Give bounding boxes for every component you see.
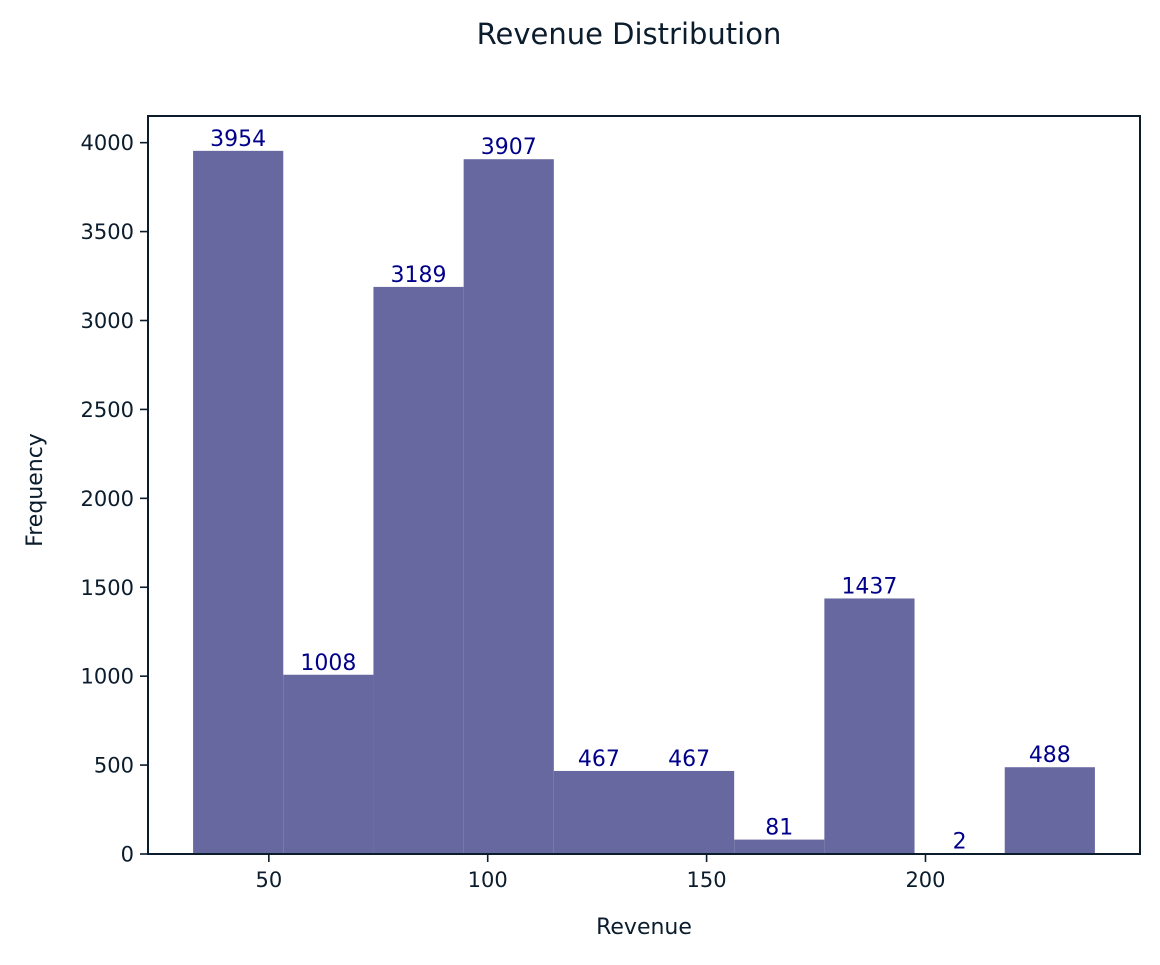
y-tick-label: 3000 [81, 309, 134, 333]
histogram-bar [283, 675, 373, 854]
y-axis: 0 500 1000 1500 2000 2500 3000 3500 4000 [81, 131, 148, 866]
bar-value-label: 467 [668, 747, 710, 772]
y-tick-label: 2000 [81, 487, 134, 511]
bar-value-label: 3954 [210, 127, 266, 152]
x-axis: 50 100 150 200 [255, 854, 945, 892]
y-axis-label: Frequency [23, 433, 48, 547]
bar-value-label: 3907 [481, 135, 537, 160]
bar-value-label: 488 [1029, 743, 1071, 768]
histogram-bar [193, 151, 283, 854]
x-tick-label: 200 [905, 868, 945, 892]
x-tick-label: 100 [468, 868, 508, 892]
histogram-bar [464, 159, 554, 854]
x-axis-label: Revenue [596, 915, 692, 940]
histogram-bar [554, 771, 644, 854]
histogram-bar [1005, 767, 1095, 854]
y-tick-label: 0 [121, 843, 134, 867]
plot-area: 3954 1008 3189 3907 467 467 81 1437 2 488 [193, 127, 1095, 855]
histogram-bar [824, 598, 914, 854]
chart-title: Revenue Distribution [477, 17, 782, 51]
y-tick-label: 2500 [81, 398, 134, 422]
y-tick-label: 3500 [81, 220, 134, 244]
histogram-bar [734, 840, 824, 854]
x-tick-label: 50 [255, 868, 282, 892]
y-tick-label: 1500 [81, 576, 134, 600]
y-tick-label: 500 [94, 754, 134, 778]
bar-value-label: 3189 [391, 263, 447, 288]
bar-value-label: 81 [765, 816, 793, 841]
bar-value-label: 1008 [300, 651, 356, 676]
y-tick-label: 1000 [81, 665, 134, 689]
x-tick-label: 150 [687, 868, 727, 892]
bar-value-label: 2 [953, 830, 967, 855]
histogram-bar [644, 771, 734, 854]
histogram-bar [373, 287, 463, 854]
bar-value-label: 1437 [841, 574, 897, 599]
y-tick-label: 4000 [81, 131, 134, 155]
bar-value-label: 467 [578, 747, 620, 772]
